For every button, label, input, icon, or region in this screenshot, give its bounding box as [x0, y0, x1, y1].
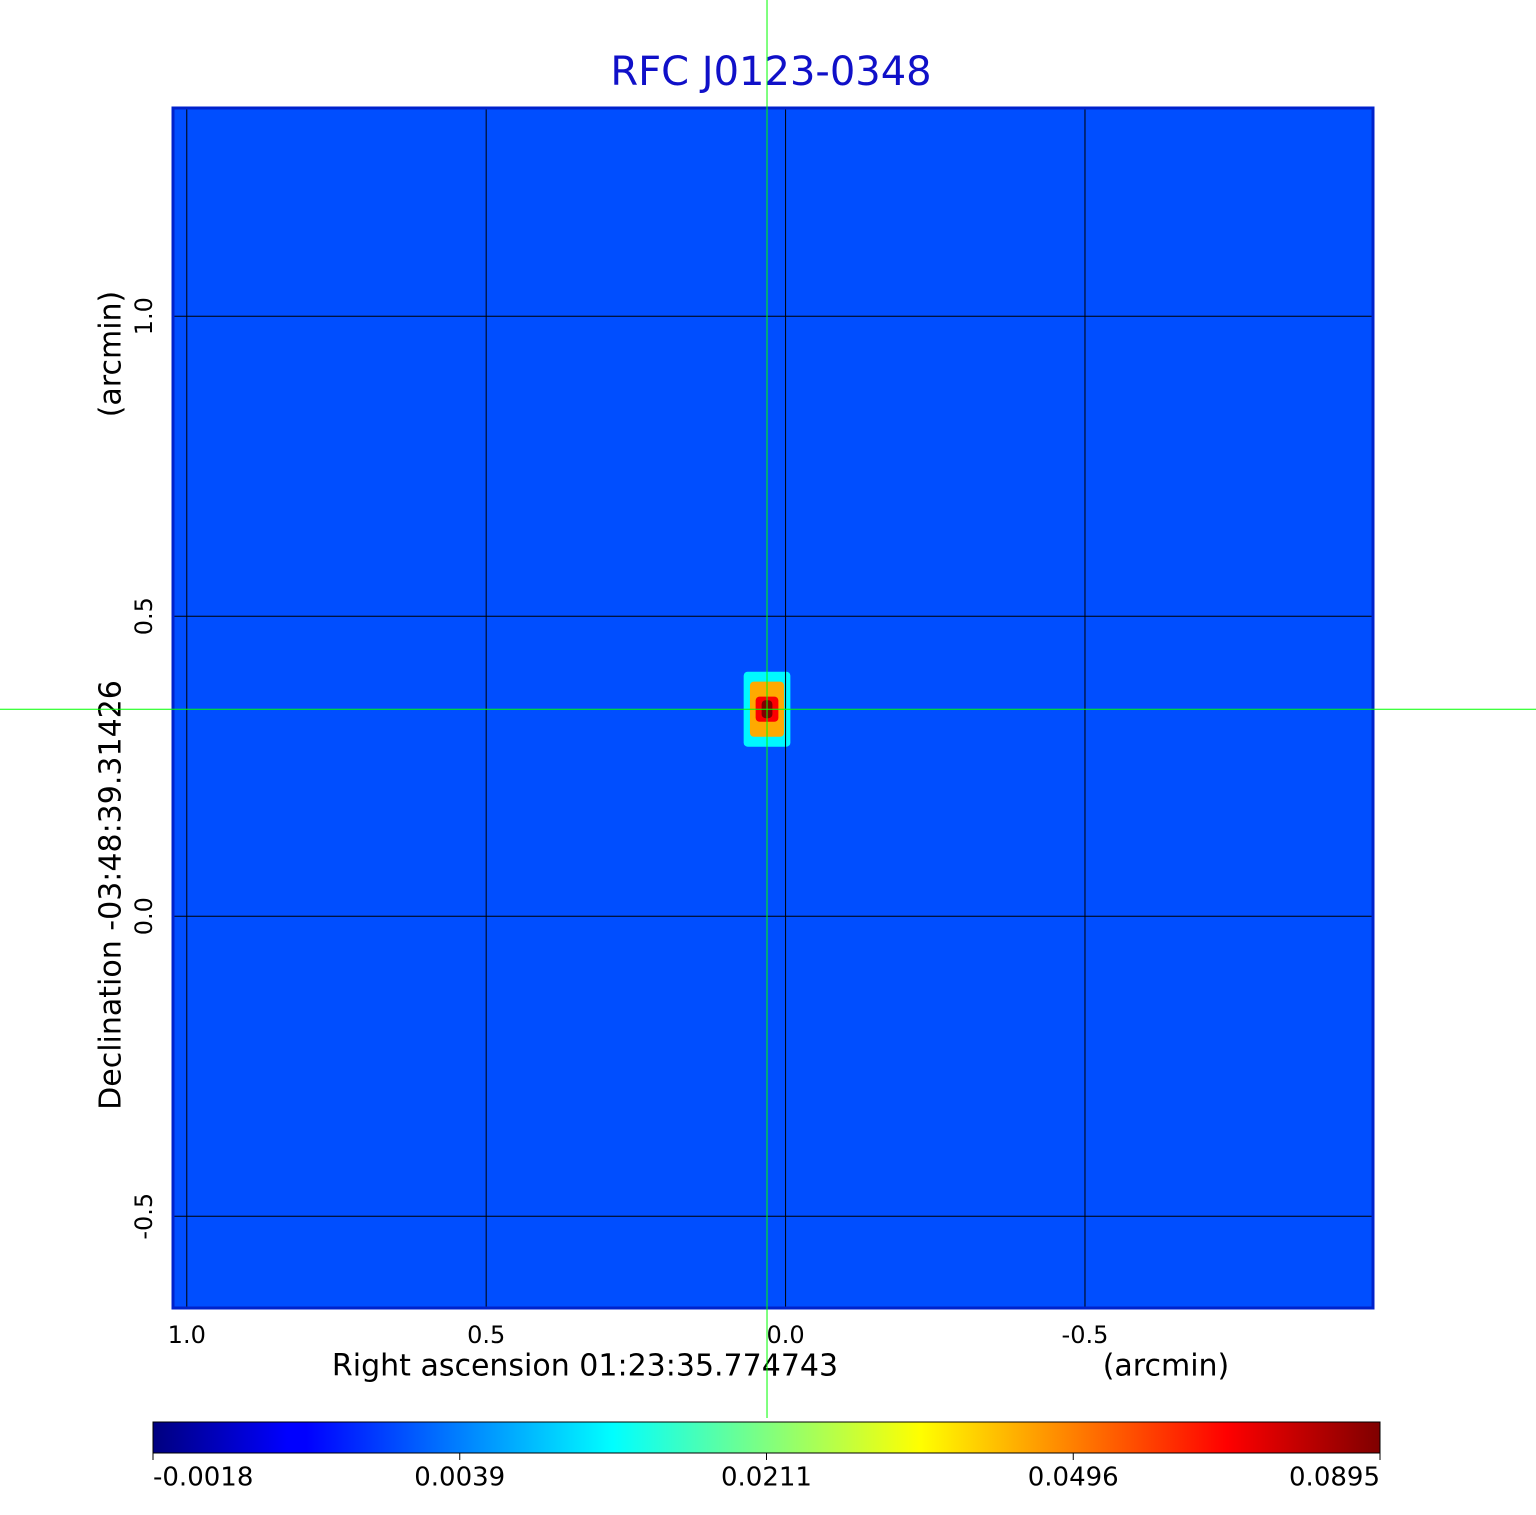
plot-area	[173, 108, 1373, 1308]
x-axis-label: Right ascension 01:23:35.774743	[332, 1349, 838, 1384]
colorbar-tick-label: -0.0018	[153, 1463, 253, 1493]
y-tick-label: 1.0	[130, 297, 158, 335]
y-axis-label: Declination -03:48:39.31426	[94, 680, 129, 1110]
x-tick-label: 0.0	[766, 1321, 804, 1349]
colorbar-tick-label: 0.0039	[414, 1463, 505, 1493]
plot-border	[171, 106, 1375, 1310]
x-tick-label: 1.0	[168, 1321, 206, 1349]
x-axis-unit: (arcmin)	[1103, 1349, 1230, 1384]
x-tick-label: -0.5	[1062, 1321, 1109, 1349]
y-tick-label: -0.5	[130, 1193, 158, 1240]
colorbar-tick-label: 0.0895	[1289, 1463, 1380, 1493]
y-tick-label: 0.0	[130, 897, 158, 935]
chart-title: RFC J0123-0348	[610, 49, 931, 95]
colorbar	[152, 1421, 1381, 1454]
y-axis-unit: (arcmin)	[94, 291, 129, 418]
y-tick-label: 0.5	[130, 597, 158, 635]
colorbar-tick-label: 0.0211	[721, 1463, 812, 1493]
x-tick-label: 0.5	[467, 1321, 505, 1349]
colorbar-tick-label: 0.0496	[1028, 1463, 1119, 1493]
